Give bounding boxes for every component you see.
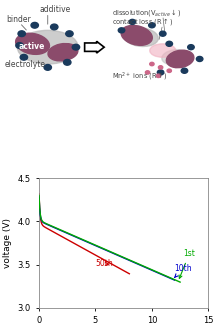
Text: active: active (18, 42, 45, 51)
Text: contact loss (R$\uparrow$): contact loss (R$\uparrow$) (112, 16, 173, 27)
Text: 10th: 10th (174, 264, 192, 278)
Circle shape (18, 31, 25, 37)
Circle shape (44, 64, 51, 70)
Ellipse shape (48, 43, 78, 61)
Ellipse shape (16, 33, 49, 54)
Circle shape (166, 41, 173, 46)
Circle shape (31, 22, 38, 28)
Ellipse shape (124, 28, 158, 46)
Circle shape (72, 44, 80, 50)
Circle shape (20, 54, 28, 60)
Circle shape (159, 31, 166, 36)
Ellipse shape (166, 50, 194, 68)
FancyArrow shape (85, 41, 104, 53)
Circle shape (150, 62, 154, 66)
Circle shape (129, 19, 136, 24)
Ellipse shape (162, 50, 190, 65)
Ellipse shape (121, 25, 152, 45)
Circle shape (66, 31, 73, 37)
Circle shape (156, 74, 161, 77)
Text: electrolyte: electrolyte (4, 60, 45, 69)
Text: binder: binder (7, 15, 31, 24)
Circle shape (158, 66, 163, 69)
Circle shape (181, 68, 188, 73)
Circle shape (149, 23, 155, 28)
Circle shape (118, 28, 125, 33)
Ellipse shape (17, 30, 78, 64)
Circle shape (64, 60, 71, 65)
Circle shape (196, 56, 203, 62)
Text: 50th: 50th (95, 259, 113, 268)
Text: additive: additive (39, 5, 70, 14)
Circle shape (145, 71, 150, 74)
Text: Mn$^{2+}$ ions (R$\uparrow$): Mn$^{2+}$ ions (R$\uparrow$) (112, 71, 168, 83)
Circle shape (51, 24, 58, 30)
Circle shape (188, 45, 194, 50)
Circle shape (16, 43, 23, 48)
Circle shape (157, 70, 164, 75)
Y-axis label: voltage (V): voltage (V) (3, 218, 12, 268)
Circle shape (167, 69, 171, 73)
Text: dissolution(V$_{active}$$\downarrow$): dissolution(V$_{active}$$\downarrow$) (112, 7, 181, 18)
Ellipse shape (150, 44, 176, 57)
Text: 1st: 1st (179, 249, 195, 278)
